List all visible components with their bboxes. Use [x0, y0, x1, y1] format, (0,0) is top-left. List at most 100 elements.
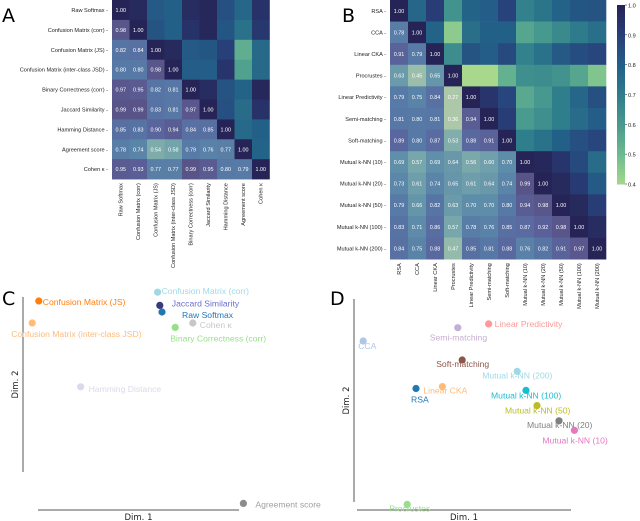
heatmap-cell [147, 19, 165, 41]
colorbar-segment [617, 148, 625, 152]
heatmap-cell [516, 108, 535, 130]
column-label: Mutual k-NN (10) [523, 263, 529, 306]
heatmap-cell-shade [516, 237, 535, 260]
cell-value: 0.74 [502, 182, 513, 188]
heatmap-cell [426, 108, 445, 130]
heatmap-cell [444, 129, 463, 152]
scatter-point [458, 356, 466, 364]
heatmap-cell [252, 99, 270, 120]
row-label: Mutual k-NN (100) - [337, 225, 386, 231]
column-label: Agreement score [241, 183, 247, 226]
heatmap-cell [570, 43, 589, 66]
heatmap-cell [408, 43, 427, 66]
column-label: Jaccard Similarity [206, 183, 212, 227]
colorbar-segment [617, 94, 625, 98]
colorbar-segment [617, 34, 625, 39]
cell-value: 0.82 [151, 88, 162, 94]
point-label: Soft-matching [436, 359, 489, 369]
heatmap-cell [462, 129, 481, 152]
colorbar-segment [617, 178, 625, 182]
heatmap-cell [408, 129, 427, 152]
heatmap-cell [570, 108, 589, 130]
heatmap-cell [498, 64, 517, 87]
heatmap-cell [552, 21, 571, 44]
cell-value: 0.80 [502, 203, 513, 209]
heatmap-cell [147, 99, 165, 120]
heatmap-cell-shade [217, 159, 235, 180]
heatmap-cell-shade [426, 64, 445, 87]
heatmap-cell [480, 0, 499, 22]
scatter-d: Dim. 1 Dim. 2 Linear Predictivity Semi-matc… [342, 299, 608, 521]
cell-value: 0.27 [448, 95, 459, 101]
cell-value: 0.76 [484, 225, 495, 231]
cell-value: 0.97 [186, 107, 197, 113]
colorbar-segment [617, 103, 625, 107]
heatmap-cell [252, 59, 270, 80]
cell-value: 0.61 [412, 182, 423, 188]
heatmap-cell-shade [408, 108, 427, 130]
heatmap-cell [164, 119, 183, 140]
cell-value: 0.53 [448, 138, 459, 144]
cell-value: 0.88 [466, 138, 477, 144]
heatmap-cell [444, 216, 463, 238]
heatmap-cell [199, 119, 218, 140]
heatmap-cell [498, 0, 517, 22]
heatmap-cell [534, 216, 553, 238]
heatmap-cell [408, 108, 427, 130]
heatmap-cell-shade [390, 64, 409, 87]
colorbar-segment [617, 67, 625, 72]
heatmap-cell-shade [570, 237, 589, 260]
scatter-point [35, 297, 43, 305]
heatmap-cell [112, 119, 130, 140]
heatmap-cell [164, 139, 183, 160]
heatmap-cell [408, 172, 427, 195]
heatmap-cell-shade [408, 43, 427, 66]
heatmap-cell [129, 119, 148, 140]
colorbar-segment [617, 64, 625, 69]
row-label: Mutual k-NN (200) - [337, 246, 386, 252]
row-label: Cohen κ - [84, 167, 108, 173]
colorbar-segment [617, 31, 625, 36]
point-label: Confusion Matrix (inter-class JSD) [11, 329, 142, 339]
heatmap-cell [534, 0, 553, 22]
column-label: Mutual k-NN (100) [577, 263, 583, 309]
heatmap-cell [588, 64, 607, 87]
column-label: Raw Softmax [119, 183, 125, 216]
heatmap-cell [217, 59, 235, 80]
row-label: Mutual k-NN (10) - [340, 160, 386, 166]
heatmap-cell-shade [147, 99, 165, 120]
cell-value: 0.82 [116, 48, 127, 54]
cell-value: 0.84 [394, 246, 405, 252]
scatter-point [158, 308, 166, 316]
heatmap-cell [408, 86, 427, 109]
cell-value: 0.98 [538, 203, 549, 209]
cell-value: 0.75 [412, 246, 423, 252]
colorbar-segment [617, 70, 625, 75]
heatmap-cell [552, 129, 571, 152]
colorbar-segment [617, 130, 625, 134]
column-label: Confusion Matrix (corr) [136, 183, 142, 240]
colorbar-segment [617, 16, 625, 21]
heatmap-cell-shade [164, 139, 183, 160]
heatmap-cell [588, 43, 607, 66]
heatmap-cell [426, 194, 445, 217]
heatmap-cell [480, 194, 499, 217]
panel-label-b: B [342, 5, 355, 27]
heatmap-cell [234, 119, 253, 140]
cell-value: 0.95 [133, 88, 144, 94]
colorbar-tick-label: 0.5 [628, 153, 636, 159]
heatmap-cell [217, 39, 235, 60]
heatmap-cell [182, 0, 200, 21]
heatmap-cell [534, 21, 553, 44]
heatmap-cell [534, 108, 553, 130]
heatmap-cell [570, 216, 589, 238]
cell-value: 0.94 [466, 117, 477, 123]
heatmap-cell-shade [217, 139, 235, 160]
heatmap-cell [390, 0, 409, 22]
heatmap-cell-shade [112, 119, 130, 140]
cell-value: 0.70 [484, 203, 495, 209]
heatmap-cell-shade [164, 79, 183, 100]
cell-value: 0.64 [484, 182, 495, 188]
cell-value: 0.78 [116, 147, 127, 153]
heatmap-cell-shade [480, 194, 499, 217]
